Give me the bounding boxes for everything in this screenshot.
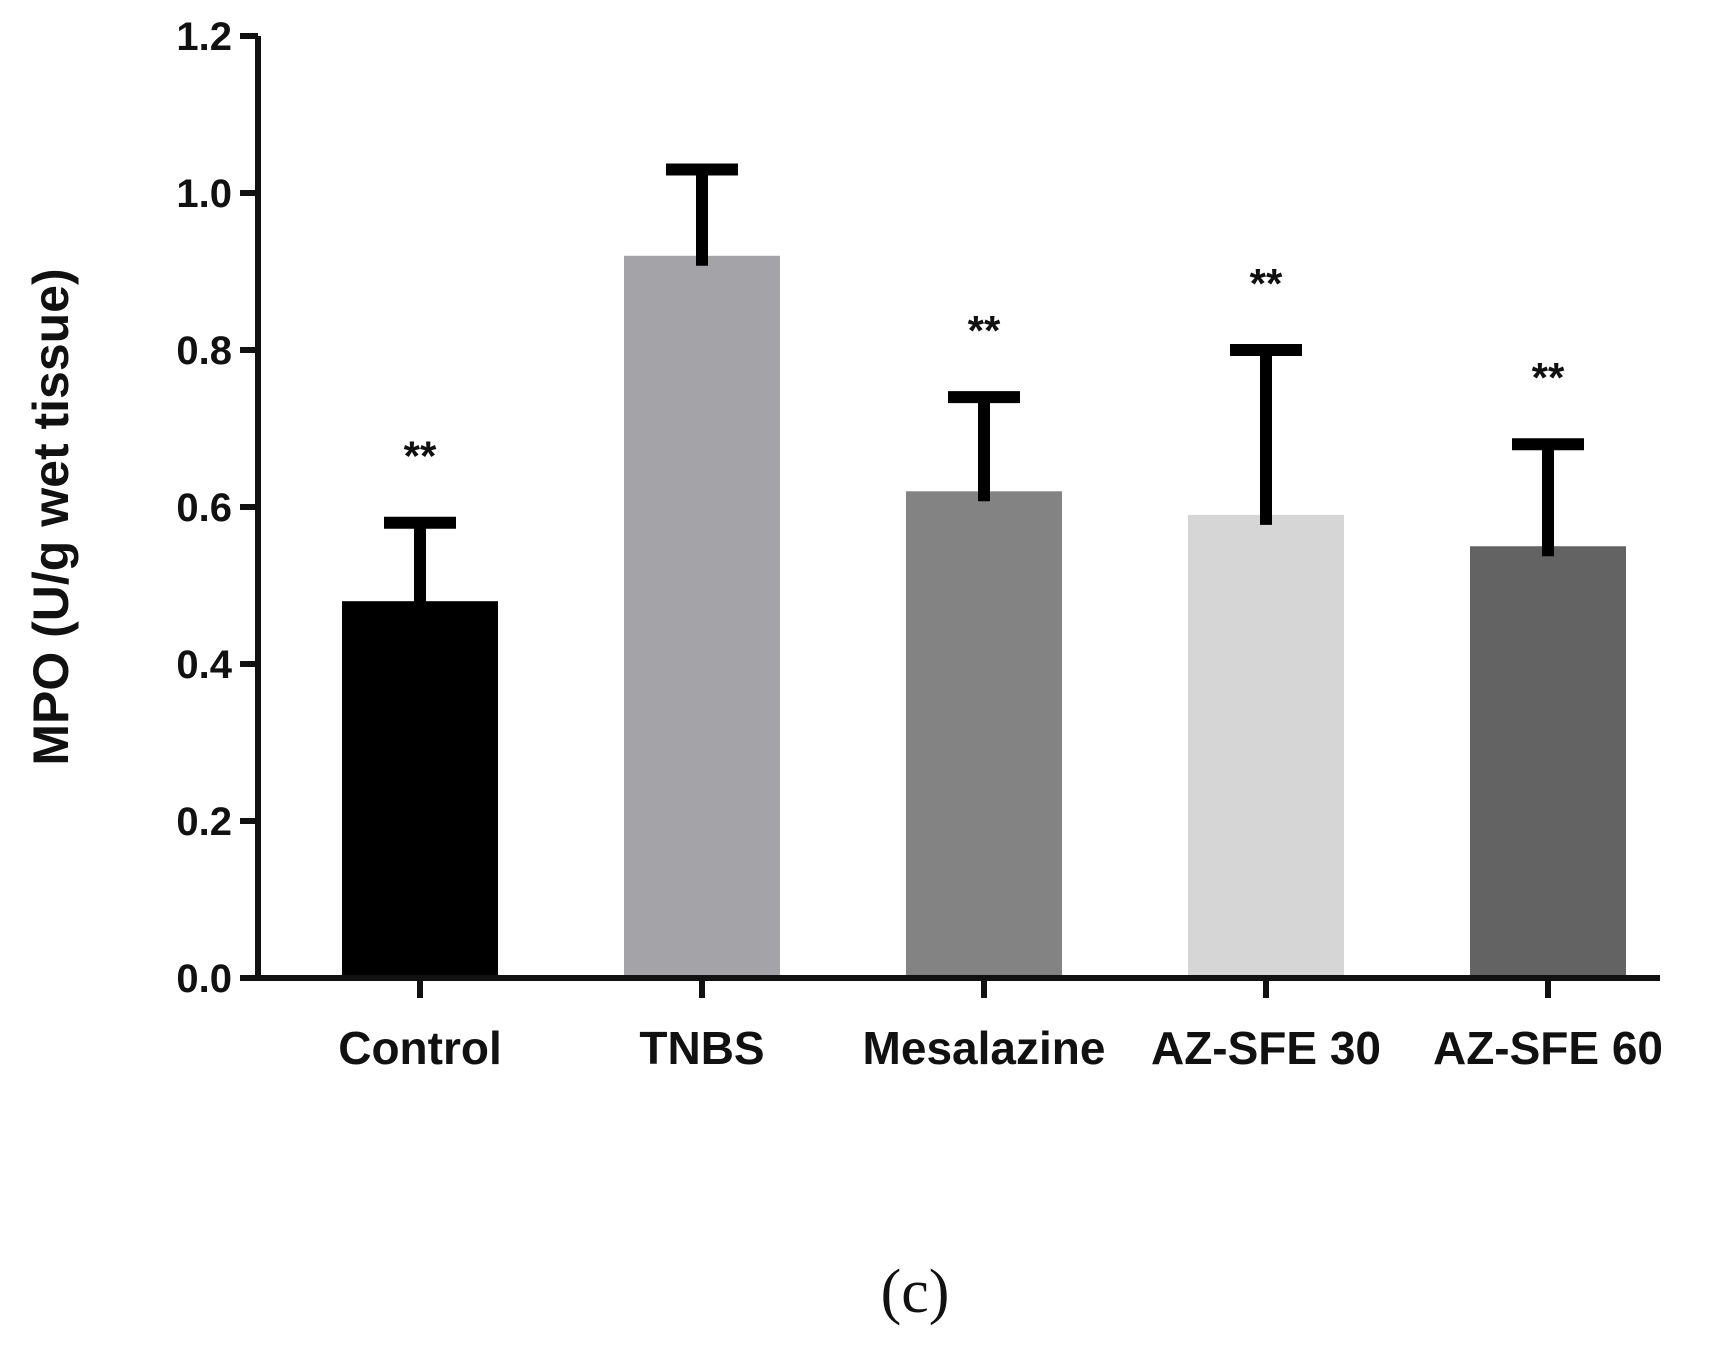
bar-tnbs	[624, 255, 780, 979]
significance-control: **	[404, 433, 437, 480]
error-bars-layer	[384, 163, 1584, 612]
y-tick-label-1.2: 1.2	[176, 15, 232, 59]
bars-layer	[342, 255, 1626, 979]
bar-az-sfe-60	[1470, 546, 1626, 978]
significance-az-sfe-60: **	[1532, 354, 1565, 401]
bar-az-sfe-30	[1188, 514, 1344, 978]
y-tick-label-0.2: 0.2	[176, 800, 232, 844]
significance-mesalazine: **	[968, 307, 1001, 354]
bar-control	[342, 601, 498, 978]
significance-az-sfe-30: **	[1250, 260, 1283, 307]
y-tick-label-1.0: 1.0	[176, 172, 232, 216]
y-ticks-layer: 0.0 0.2 0.4 0.6 0.8 1.0 1.2	[176, 15, 258, 1001]
x-tick-label-tnbs: TNBS	[639, 1022, 764, 1074]
y-tick-label-0.8: 0.8	[176, 329, 232, 373]
x-tick-label-control: Control	[338, 1022, 502, 1074]
x-tick-label-az-sfe-60: AZ-SFE 60	[1433, 1022, 1663, 1074]
y-tick-label-0.4: 0.4	[176, 643, 232, 687]
y-tick-label-0.0: 0.0	[176, 957, 232, 1001]
x-ticks-layer: Control TNBS Mesalazine AZ-SFE 30 AZ-SFE 60	[338, 978, 1663, 1074]
significance-layer: ** ** ** **	[404, 260, 1565, 480]
x-tick-label-az-sfe-30: AZ-SFE 30	[1151, 1022, 1381, 1074]
y-axis-title: MPO (U/g wet tissue)	[23, 268, 79, 765]
x-tick-label-mesalazine: Mesalazine	[863, 1022, 1106, 1074]
panel-label: (c)	[881, 1258, 950, 1326]
bar-mesalazine	[906, 491, 1062, 978]
y-tick-label-0.6: 0.6	[176, 486, 232, 530]
